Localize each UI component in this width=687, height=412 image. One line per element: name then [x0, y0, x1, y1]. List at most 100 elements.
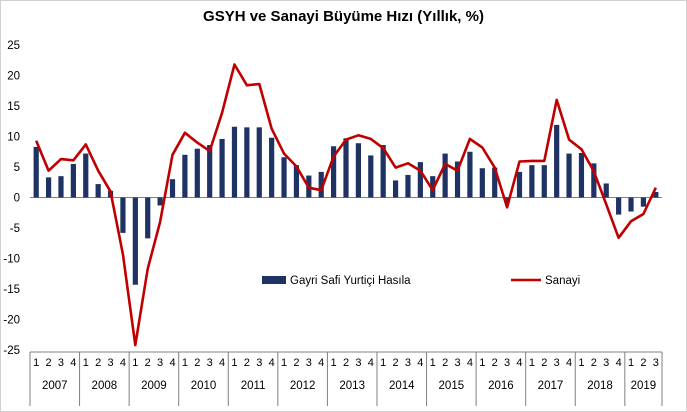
- y-tick-label: 25: [7, 40, 20, 52]
- quarter-tick-label: 4: [219, 357, 225, 369]
- quarter-tick-label: 2: [640, 357, 646, 369]
- quarter-tick-label: 3: [653, 357, 659, 369]
- quarter-tick-label: 1: [430, 357, 436, 369]
- gdp-bar: [430, 176, 436, 198]
- gdp-bar: [207, 145, 213, 198]
- gdp-bar: [331, 146, 337, 198]
- gdp-bar: [95, 184, 101, 198]
- y-tick-label: 20: [7, 71, 20, 83]
- gdp-bar: [504, 197, 510, 203]
- gdp-bar: [343, 138, 349, 198]
- legend-label-industry: Sanayi: [545, 275, 580, 287]
- gdp-bar: [529, 165, 535, 198]
- quarter-tick-label: 3: [207, 357, 213, 369]
- gdp-bar: [479, 168, 485, 198]
- quarter-tick-label: 1: [529, 357, 535, 369]
- quarter-tick-label: 3: [603, 357, 609, 369]
- gdp-bar: [231, 126, 238, 198]
- legend: Gayri Safi Yurtiçi Hasıla Sanayi: [262, 275, 580, 287]
- quarter-tick-label: 1: [281, 357, 287, 369]
- y-tick-label: 5: [14, 162, 20, 174]
- gdp-bars: [33, 124, 659, 285]
- gdp-bar: [169, 179, 176, 198]
- gdp-bar: [244, 127, 250, 198]
- quarter-tick-label: 2: [46, 357, 52, 369]
- year-tick-label: 2016: [488, 380, 514, 392]
- gdp-bar: [132, 197, 138, 285]
- quarter-tick-label: 3: [355, 357, 361, 369]
- y-tick-label: 0: [14, 193, 20, 205]
- gdp-bar: [58, 176, 64, 198]
- quarter-tick-label: 2: [95, 357, 101, 369]
- gdp-bar: [293, 165, 300, 198]
- year-tick-label: 2011: [241, 380, 266, 392]
- legend-swatch-gdp: [262, 276, 286, 284]
- quarter-tick-label: 4: [516, 357, 522, 369]
- gdp-bar: [219, 138, 225, 198]
- year-tick-label: 2008: [92, 380, 118, 392]
- quarter-tick-label: 1: [231, 357, 237, 369]
- gdp-bar: [541, 165, 547, 198]
- gdp-bar: [516, 171, 523, 198]
- quarter-tick-label: 4: [566, 357, 572, 369]
- quarter-tick-label: 4: [417, 357, 423, 369]
- quarter-tick-label: 3: [306, 357, 312, 369]
- year-tick-label: 2018: [587, 380, 613, 392]
- gdp-bar: [281, 157, 287, 198]
- quarter-tick-label: 2: [393, 357, 399, 369]
- gdp-bar: [566, 153, 572, 198]
- year-tick-label: 2009: [141, 380, 167, 392]
- gdp-bar: [392, 180, 399, 198]
- quarter-tick-label: 2: [194, 357, 200, 369]
- quarter-tick-label: 4: [368, 357, 374, 369]
- y-tick-label: -20: [3, 315, 20, 327]
- chart-title: GSYH ve Sanayi Büyüme Hızı (Yıllık, %): [203, 8, 484, 25]
- quarter-tick-label: 4: [120, 357, 126, 369]
- year-tick-label: 2019: [631, 380, 657, 392]
- quarter-tick-label: 1: [33, 357, 39, 369]
- gdp-bar: [145, 197, 151, 239]
- quarter-tick-label: 3: [58, 357, 64, 369]
- gdp-bar: [45, 177, 52, 198]
- quarter-tick-label: 2: [244, 357, 250, 369]
- quarter-tick-label: 3: [256, 357, 262, 369]
- quarter-tick-label: 2: [343, 357, 349, 369]
- quarter-tick-label: 4: [70, 357, 76, 369]
- quarter-tick-label: 2: [541, 357, 547, 369]
- gdp-bar: [603, 183, 609, 198]
- y-tick-label: -25: [3, 345, 20, 357]
- gdp-bar: [492, 167, 498, 198]
- gdp-bar: [405, 174, 411, 198]
- industry-line: [34, 63, 657, 347]
- quarter-tick-label: 2: [492, 357, 498, 369]
- y-tick-label: -10: [3, 254, 20, 266]
- gdp-bar: [120, 197, 126, 233]
- quarter-tick-label: 4: [269, 357, 275, 369]
- gdp-bar: [467, 151, 473, 198]
- quarter-tick-label: 2: [591, 357, 597, 369]
- quarter-tick-label: 4: [169, 357, 175, 369]
- quarter-tick-label: 1: [578, 357, 584, 369]
- quarter-tick-label: 3: [405, 357, 411, 369]
- legend-label-gdp: Gayri Safi Yurtiçi Hasıla: [290, 275, 411, 287]
- gdp-bar: [640, 197, 647, 207]
- y-axis: 25 20 15 10 5 0 -5 -10 -15 -20 -25: [3, 40, 662, 357]
- gdp-bar: [194, 148, 200, 198]
- gdp-bar: [182, 154, 188, 198]
- gdp-bar: [380, 145, 386, 198]
- year-tick-label: 2010: [191, 380, 217, 392]
- year-tick-label: 2013: [339, 380, 365, 392]
- quarter-tick-label: 2: [293, 357, 299, 369]
- quarter-tick-label: 2: [442, 357, 448, 369]
- year-tick-label: 2015: [439, 380, 465, 392]
- quarter-tick-label: 1: [380, 357, 386, 369]
- gdp-bar: [591, 163, 597, 198]
- gdp-bar: [157, 197, 163, 206]
- year-tick-label: 2014: [389, 380, 415, 392]
- gdp-bar: [256, 127, 262, 198]
- quarter-tick-label: 1: [182, 357, 188, 369]
- quarter-tick-label: 4: [467, 357, 473, 369]
- gdp-bar: [70, 163, 76, 198]
